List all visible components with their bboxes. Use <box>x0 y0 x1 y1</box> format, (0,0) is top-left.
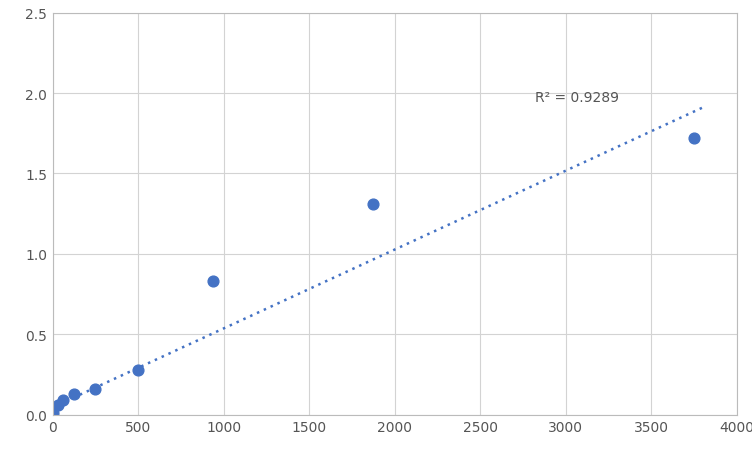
Text: R² = 0.9289: R² = 0.9289 <box>535 91 619 105</box>
Point <box>68 391 80 398</box>
Point <box>47 410 59 417</box>
Point <box>89 386 102 393</box>
Point <box>57 397 69 404</box>
Point <box>132 366 144 373</box>
Point <box>52 402 64 409</box>
Point <box>207 278 219 285</box>
Point <box>688 135 700 143</box>
Point <box>368 201 380 208</box>
